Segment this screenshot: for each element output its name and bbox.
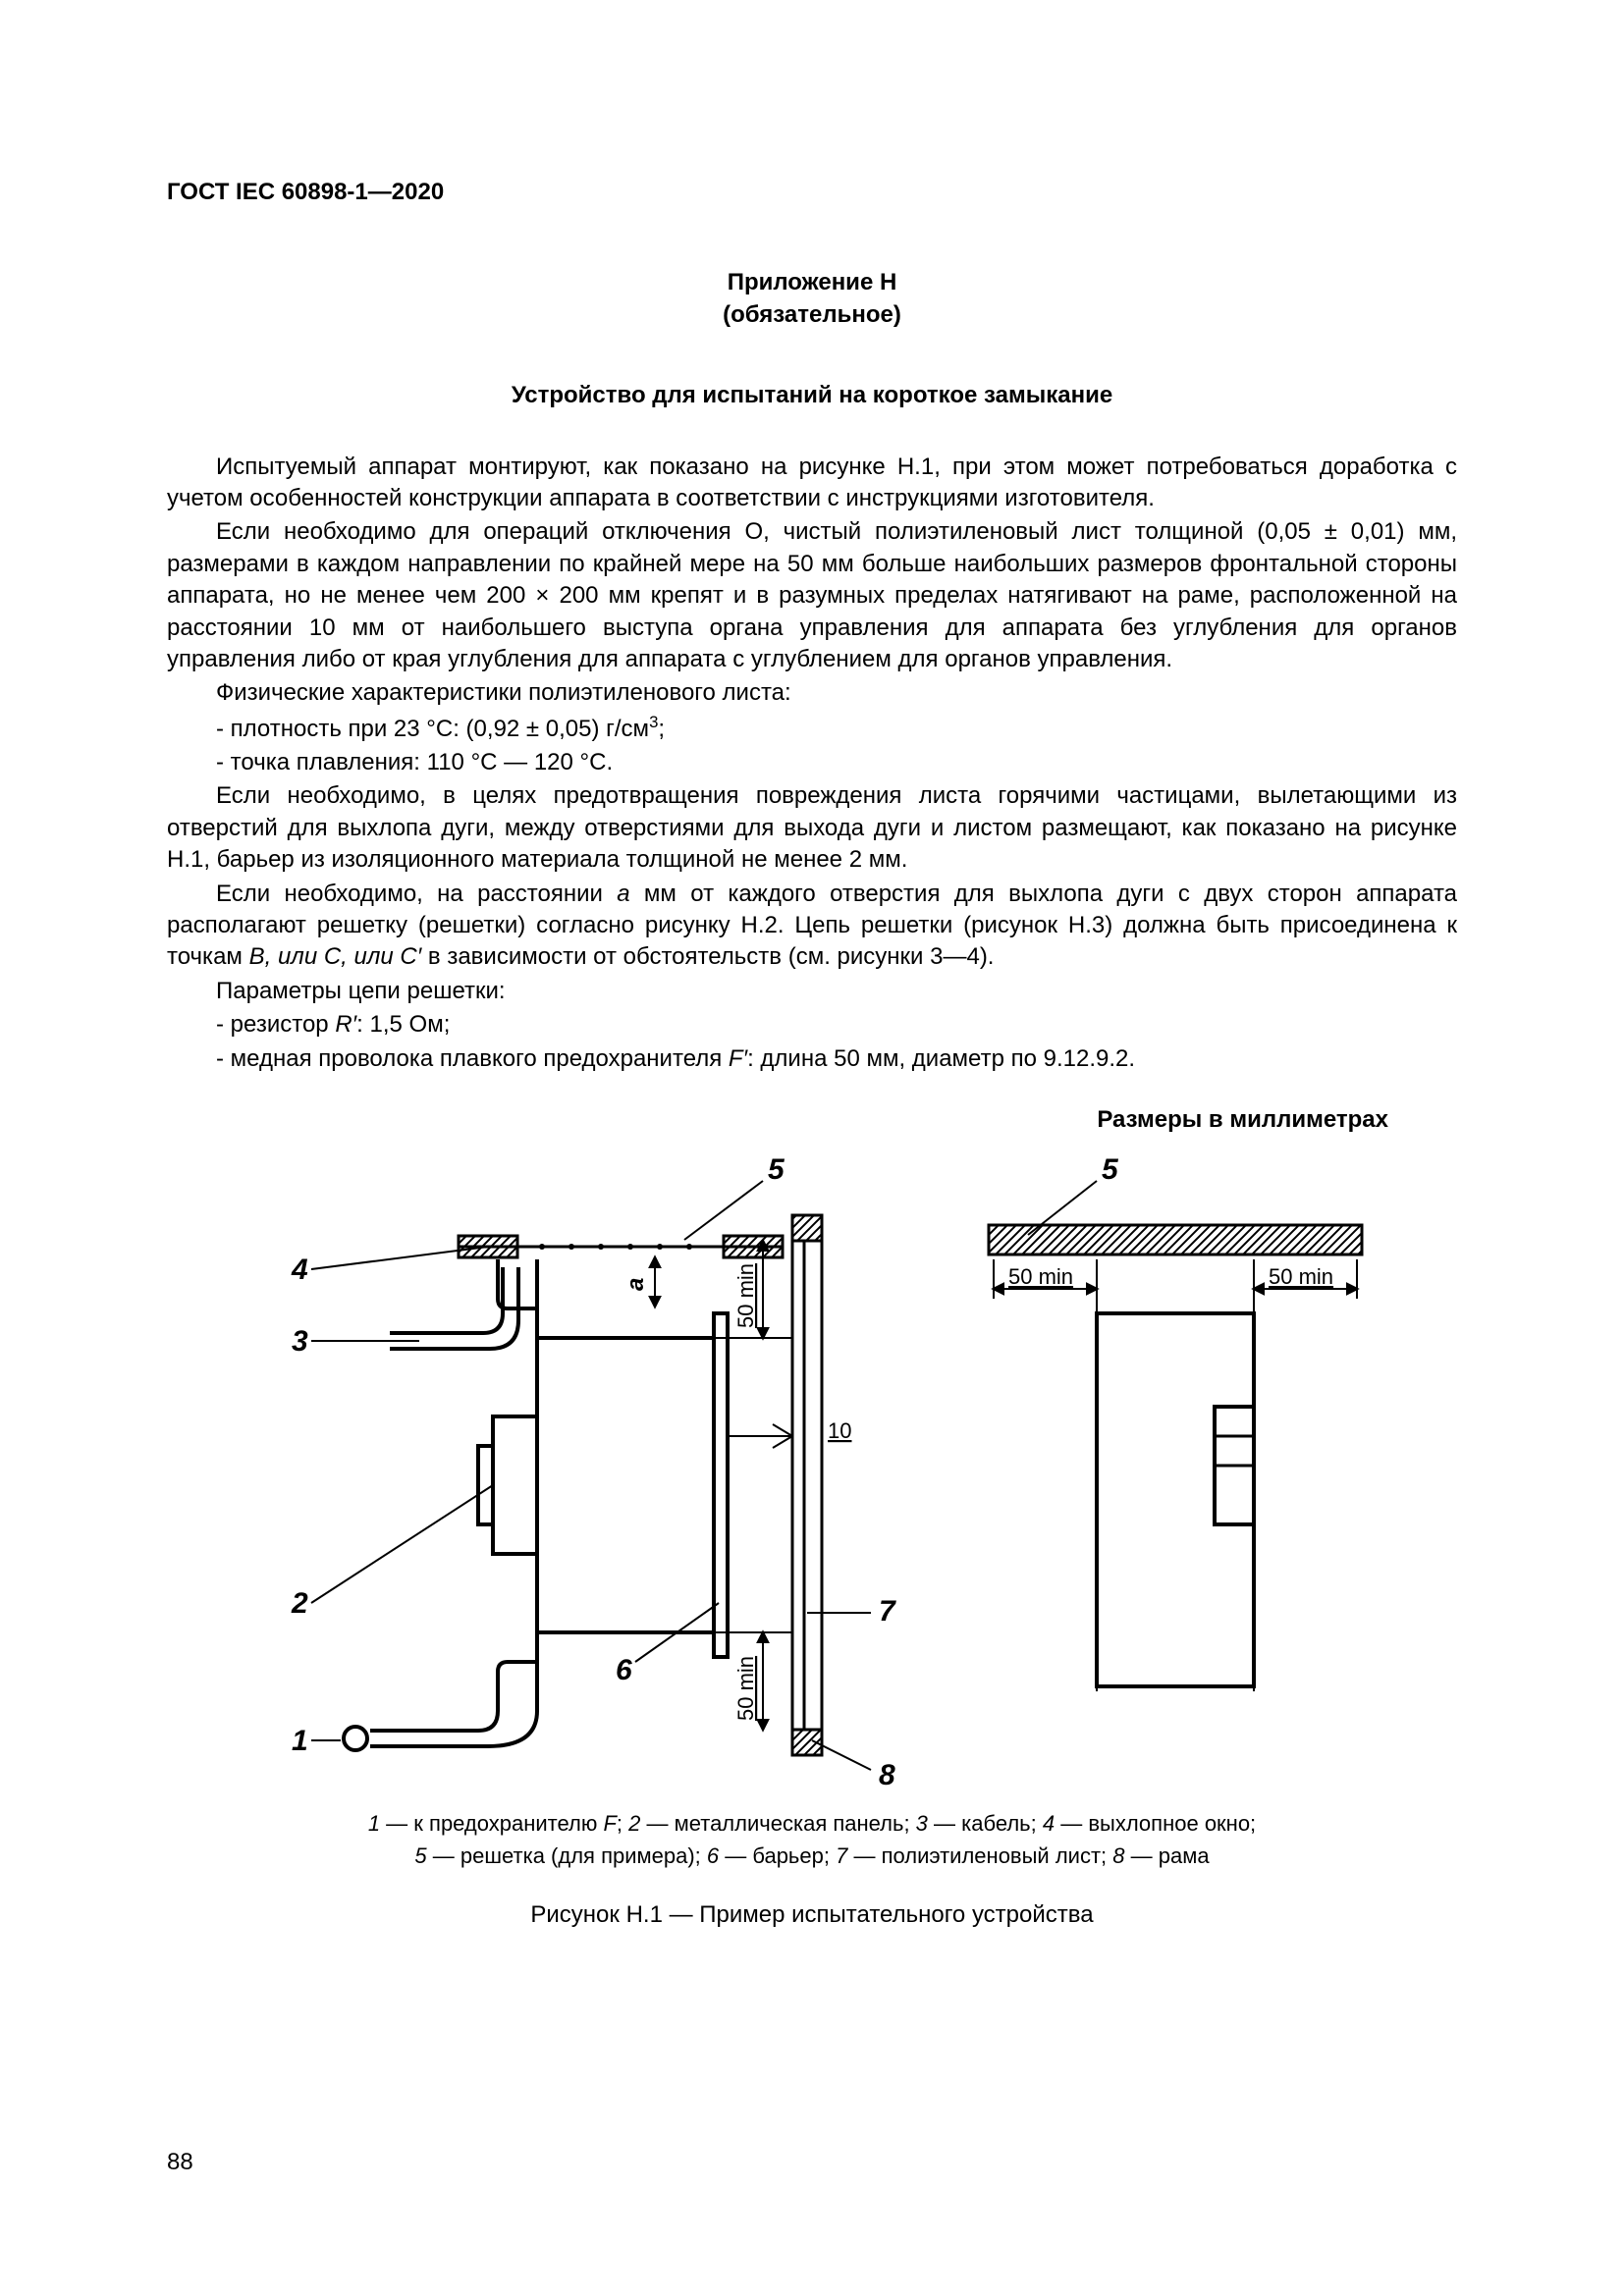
svg-text:50 min: 50 min (733, 1263, 758, 1328)
para-5-post: в зависимости от обстоятельств (см. рису… (421, 943, 994, 970)
para-5-vars: B, или C, или C′ (249, 943, 422, 970)
para-6: Параметры цепи решетки: (167, 976, 1457, 1007)
para-3a: - плотность при 23 °С: (0,92 ± 0,05) г/с… (167, 712, 1457, 745)
svg-text:6: 6 (616, 1654, 632, 1686)
para-6b-post: : длина 50 мм, диаметр по 9.12.9.2. (747, 1045, 1135, 1072)
para-1: Испытуемый аппарат монтируют, как показа… (167, 452, 1457, 515)
para-3a-pre: - плотность при 23 °С: (0,92 ± 0,05) г/с… (216, 716, 649, 742)
legend-line-1: 1 — к предохранителю F; 2 — металлическа… (167, 1807, 1457, 1840)
svg-text:1: 1 (292, 1725, 308, 1757)
para-6a-post: : 1,5 Ом; (356, 1011, 450, 1038)
svg-text:10: 10 (828, 1418, 851, 1443)
para-6b-pre: - медная проволока плавкого предохраните… (216, 1045, 729, 1072)
svg-text:8: 8 (879, 1759, 895, 1789)
svg-text:5: 5 (768, 1153, 785, 1186)
para-2: Если необходимо для операций отключения … (167, 516, 1457, 675)
page: ГОСТ IEC 60898-1—2020 Приложение Н (обяз… (0, 0, 1624, 2296)
para-4: Если необходимо, в целях предотвращения … (167, 780, 1457, 876)
para-3: Физические характеристики полиэтиленовог… (167, 677, 1457, 709)
legend-line-2: 5 — решетка (для примера); 6 — барьер; 7… (167, 1840, 1457, 1872)
dimensions-note: Размеры в миллиметрах (167, 1104, 1457, 1136)
figure-legend: 1 — к предохранителю F; 2 — металлическа… (167, 1807, 1457, 1872)
svg-text:50 min: 50 min (1269, 1264, 1333, 1289)
standard-header: ГОСТ IEC 60898-1—2020 (167, 177, 1457, 208)
para-3b: - точка плавления: 110 °С — 120 °С. (167, 747, 1457, 778)
para-6b-var: F′ (729, 1045, 747, 1072)
svg-text:5: 5 (1102, 1153, 1119, 1186)
svg-text:2: 2 (291, 1587, 308, 1620)
para-6b: - медная проволока плавкого предохраните… (167, 1043, 1457, 1075)
cubed: 3 (649, 713, 658, 731)
page-number: 88 (167, 2147, 193, 2178)
annex-mandatory: (обязательное) (167, 299, 1457, 331)
body-text: Испытуемый аппарат монтируют, как показа… (167, 452, 1457, 1075)
annex-label: Приложение Н (167, 267, 1457, 298)
para-3a-post: ; (658, 716, 665, 742)
svg-text:a: a (623, 1278, 649, 1291)
svg-text:7: 7 (879, 1595, 896, 1628)
para-5-pre: Если необходимо, на расстоянии (216, 881, 617, 907)
para-6a: - резистор R′: 1,5 Ом; (167, 1009, 1457, 1041)
figure-box: a (167, 1142, 1457, 1789)
para-5-var-a: a (617, 881, 629, 907)
para-5: Если необходимо, на расстоянии a мм от к… (167, 879, 1457, 974)
para-6a-pre: - резистор (216, 1011, 335, 1038)
section-title: Устройство для испытаний на короткое зам… (167, 380, 1457, 411)
svg-text:3: 3 (292, 1325, 308, 1358)
annex-block: Приложение Н (обязательное) (167, 267, 1457, 331)
figure-area: Размеры в миллиметрах (167, 1104, 1457, 1932)
svg-text:50 min: 50 min (733, 1656, 758, 1721)
svg-text:50 min: 50 min (1008, 1264, 1073, 1289)
figure-h1-svg: a (243, 1142, 1381, 1789)
svg-text:4: 4 (291, 1254, 308, 1286)
figure-caption: Рисунок Н.1 — Пример испытательного устр… (167, 1899, 1457, 1931)
para-6a-var: R′ (335, 1011, 356, 1038)
